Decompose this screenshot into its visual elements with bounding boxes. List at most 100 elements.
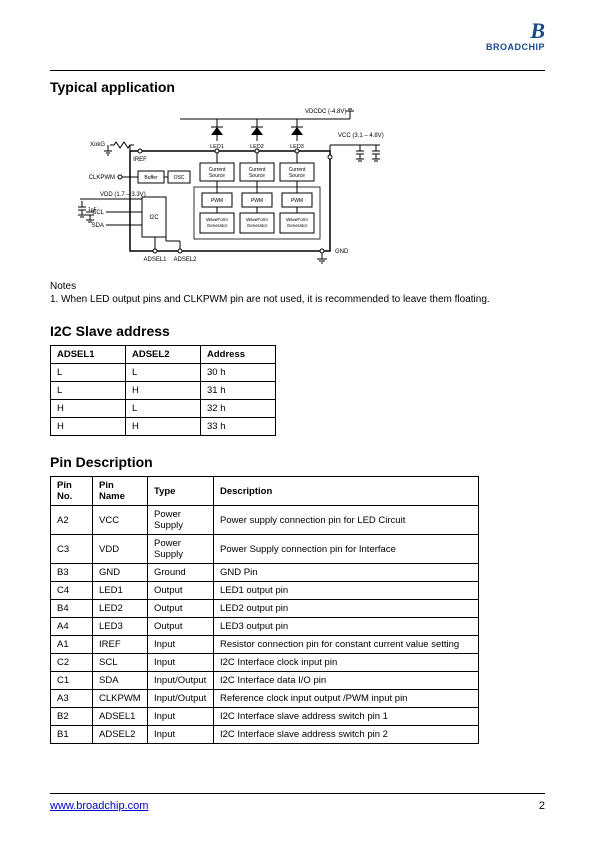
table-cell: Power Supply connection pin for Interfac… [214,535,479,564]
page-footer: www.broadchip.com 2 [50,793,545,812]
svg-text:OSC: OSC [174,175,185,181]
table-cell: Power Supply [148,506,214,535]
svg-text:WaveForm: WaveForm [246,217,268,222]
table-cell: Output [148,582,214,600]
notes-item-1: 1. When LED output pins and CLKPWM pin a… [50,294,545,305]
application-diagram: VDD (1.7 – 3.3V) 1µF SCL SDA XokG IREF C… [60,101,545,271]
table-cell: I2C Interface data I/O pin [214,672,479,690]
table-row: B2ADSEL1InputI2C Interface slave address… [51,708,479,726]
table-cell: C4 [51,582,93,600]
table-cell: I2C Interface slave address switch pin 2 [214,726,479,744]
footer-url-link[interactable]: www.broadchip.com [50,800,148,812]
brand-logo-name: BROADCHIP [486,42,545,52]
table-cell: C1 [51,672,93,690]
svg-text:Source: Source [249,173,265,179]
section-typical-application-title: Typical application [50,79,545,95]
table-cell: I2C Interface slave address switch pin 1 [214,708,479,726]
table-cell: L [126,364,201,382]
svg-text:LED2: LED2 [250,144,264,150]
table-cell: Resistor connection pin for constant cur… [214,636,479,654]
svg-text:ADSEL1: ADSEL1 [143,257,167,263]
diagram-svg: VDD (1.7 – 3.3V) 1µF SCL SDA XokG IREF C… [60,101,400,271]
table-cell: A4 [51,618,93,636]
table-cell: GND [93,564,148,582]
table-cell: SCL [93,654,148,672]
svg-text:LED1: LED1 [210,144,224,150]
table-cell: ADSEL2 [93,726,148,744]
slave-addr-header: ADSEL1 [51,346,126,364]
pin-desc-header: Description [214,477,479,506]
pin-description-table: Pin No. Pin Name Type Description A2VCCP… [50,476,479,744]
table-row: C4LED1OutputLED1 output pin [51,582,479,600]
table-cell: Input [148,708,214,726]
table-cell: L [51,382,126,400]
table-cell: Input [148,636,214,654]
table-cell: 32 h [201,400,276,418]
table-cell: VDD [93,535,148,564]
svg-text:SDA: SDA [92,223,104,229]
table-cell: VCC [93,506,148,535]
table-cell: 33 h [201,418,276,436]
table-cell: B2 [51,708,93,726]
table-row: A4LED3OutputLED3 output pin [51,618,479,636]
svg-text:Source: Source [209,173,225,179]
svg-text:I2C: I2C [149,215,159,221]
table-cell: B1 [51,726,93,744]
table-cell: C2 [51,654,93,672]
table-row: C1SDAInput/OutputI2C Interface data I/O … [51,672,479,690]
table-cell: Ground [148,564,214,582]
footer-page-number: 2 [539,800,545,812]
table-cell: Input/Output [148,690,214,708]
table-row: B3GNDGroundGND Pin [51,564,479,582]
table-cell: Power supply connection pin for LED Circ… [214,506,479,535]
table-cell: LED2 [93,600,148,618]
table-cell: Output [148,600,214,618]
table-row: B4LED2OutputLED2 output pin [51,600,479,618]
svg-text:Generator: Generator [287,223,308,228]
svg-text:VDD (1.7 – 3.3V): VDD (1.7 – 3.3V) [100,192,146,198]
table-cell: LED1 [93,582,148,600]
table-cell: Power Supply [148,535,214,564]
table-cell: I2C Interface clock input pin [214,654,479,672]
table-row: LH31 h [51,382,276,400]
header-divider [50,70,545,71]
svg-text:XokG: XokG [90,142,105,148]
table-cell: H [126,382,201,400]
svg-text:LED3: LED3 [290,144,304,150]
brand-logo-letter: B [486,20,545,42]
svg-text:VDCDC (-4.8V): VDCDC (-4.8V) [305,109,346,115]
table-cell: Reference clock input output /PWM input … [214,690,479,708]
table-cell: ADSEL1 [93,708,148,726]
table-cell: LED3 [93,618,148,636]
section-pin-description-title: Pin Description [50,454,545,470]
pin-desc-header: Pin No. [51,477,93,506]
slave-addr-header: Address [201,346,276,364]
slave-address-table: ADSEL1 ADSEL2 Address LL30 hLH31 hHL32 h… [50,345,276,436]
table-cell: Output [148,618,214,636]
table-cell: Input/Output [148,672,214,690]
table-row: A1IREFInputResistor connection pin for c… [51,636,479,654]
svg-text:ADSEL2: ADSEL2 [173,257,197,263]
table-cell: L [51,364,126,382]
svg-text:Generator: Generator [207,223,228,228]
svg-text:PWM: PWM [211,198,223,204]
svg-text:Buffer: Buffer [144,175,158,181]
table-row: A3CLKPWMInput/OutputReference clock inpu… [51,690,479,708]
table-cell: IREF [93,636,148,654]
table-cell: LED3 output pin [214,618,479,636]
table-cell: A3 [51,690,93,708]
svg-text:SCL: SCL [92,210,104,216]
table-cell: B3 [51,564,93,582]
notes-header: Notes [50,281,545,292]
svg-text:Source: Source [289,173,305,179]
table-cell: H [126,418,201,436]
table-cell: H [51,400,126,418]
section-slave-address-title: I2C Slave address [50,323,545,339]
table-cell: LED1 output pin [214,582,479,600]
pin-desc-header: Type [148,477,214,506]
svg-text:GND: GND [335,249,349,255]
brand-header: B BROADCHIP [486,20,545,52]
table-cell: C3 [51,535,93,564]
table-cell: Input [148,726,214,744]
table-cell: GND Pin [214,564,479,582]
